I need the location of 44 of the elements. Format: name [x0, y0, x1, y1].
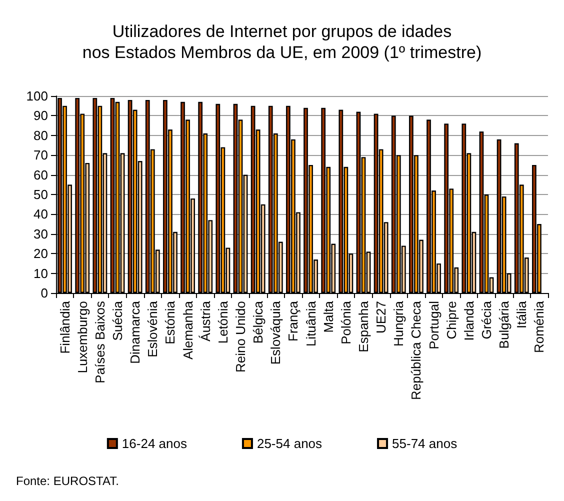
x-tick-label: Polónia	[338, 300, 354, 344]
x-tick-label: Chipre	[444, 301, 459, 340]
y-tick-label: 50	[34, 187, 48, 202]
y-tick-label: 90	[34, 108, 48, 124]
x-tick-label: Eslováquia	[268, 300, 284, 365]
chart-title: Utilizadores de Internet por grupos de idades nos Estados Membros da UE, em 2009 (1º trimestre)	[82, 22, 482, 62]
legend-label: 16-24 anos	[122, 436, 188, 451]
x-tick-label: Letónia	[215, 300, 230, 344]
x-tick-label: Luxemburgo	[74, 301, 90, 374]
x-tick-label: Lituânia	[303, 300, 318, 347]
x-tick-label: Bélgica	[250, 300, 266, 344]
x-tick-label: Suécia	[110, 300, 125, 341]
x-tick-label: França	[286, 300, 301, 342]
y-tick-label: 20	[34, 246, 48, 262]
y-tick-label: 70	[34, 148, 48, 163]
y-tick-label: 80	[34, 128, 48, 143]
y-tick-label: 10	[34, 266, 48, 281]
legend-label: 25-54 anos	[256, 436, 323, 451]
x-tick-label: Malta	[320, 300, 336, 333]
x-tick-label: Alemanha	[180, 300, 196, 360]
x-tick-label: Roménia	[532, 300, 547, 354]
x-tick-label: UE27	[374, 301, 389, 334]
legend-label: 55-74 anos	[392, 436, 458, 451]
y-tick-label: 30	[34, 226, 48, 242]
x-tick-label: Áustria	[198, 300, 213, 342]
x-tick-label: Hungria	[391, 300, 406, 347]
x-tick-label: Itália	[514, 300, 530, 328]
x-tick-label: Estónia	[162, 300, 178, 344]
x-tick-label: Bulgária	[496, 300, 512, 349]
y-tick-label: 100	[26, 88, 48, 104]
x-tick-label: Grécia	[479, 300, 494, 340]
source-note: Fonte: EUROSTAT.	[16, 474, 119, 488]
x-tick-label: República Checa	[408, 300, 424, 400]
x-tick-label: Finlândia	[57, 300, 72, 354]
x-tick-label: Irlanda	[461, 300, 476, 341]
y-tick-label: 40	[34, 206, 48, 222]
x-tick-label: Eslovénia	[145, 300, 160, 358]
y-tick-label: 0	[40, 286, 48, 300]
x-tick-label: Reino Unido	[233, 301, 248, 373]
y-tick-label: 60	[34, 167, 48, 182]
x-tick-label: Dinamarca	[128, 300, 143, 364]
x-tick-label: Países Baixos	[92, 300, 108, 384]
x-tick-label: Portugal	[426, 300, 442, 350]
x-tick-label: Espanha	[356, 300, 371, 352]
